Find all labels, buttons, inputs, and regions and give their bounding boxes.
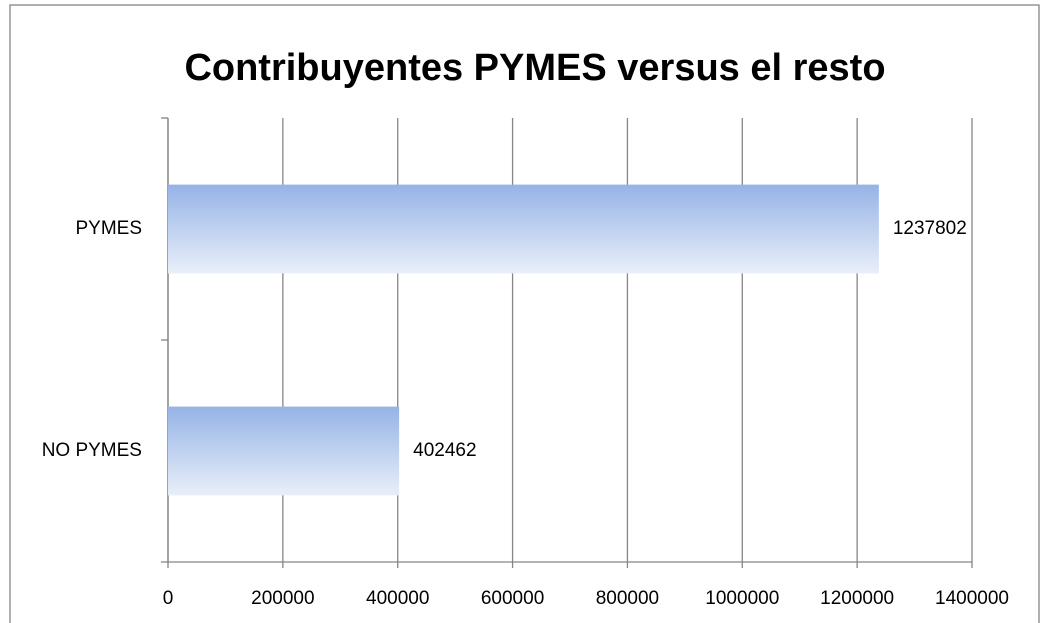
x-tick-label: 600000	[481, 588, 544, 609]
bar	[168, 184, 879, 274]
x-tick-label: 0	[163, 588, 174, 609]
data-label: 402462	[413, 440, 476, 461]
x-tick-label: 400000	[366, 588, 429, 609]
y-tick-label: PYMES	[75, 218, 142, 239]
data-label: 1237802	[893, 218, 967, 239]
bar	[168, 406, 400, 496]
chart-border	[9, 4, 1040, 623]
y-tick-label: NO PYMES	[42, 440, 142, 461]
x-tick-label: 200000	[251, 588, 314, 609]
x-tick-label: 800000	[596, 588, 659, 609]
x-tick-label: 1000000	[705, 588, 779, 609]
chart-title: Contribuyentes PYMES versus el resto	[184, 47, 885, 89]
x-tick-label: 1400000	[935, 588, 1009, 609]
x-tick-label: 1200000	[820, 588, 894, 609]
